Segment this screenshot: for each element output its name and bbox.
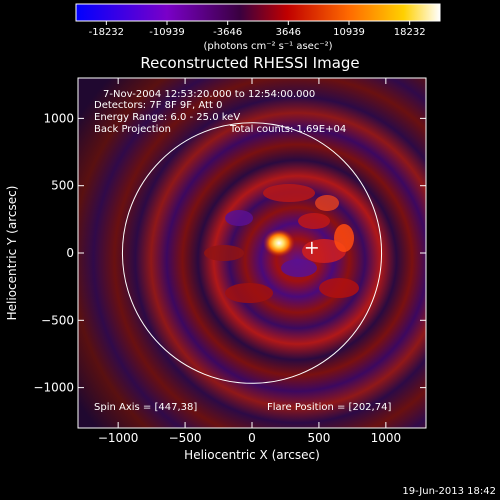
info-detectors: Detectors: 7F 8F 9F, Att 0	[94, 100, 222, 111]
colorbar-tick-label: 18232	[394, 27, 426, 38]
info-energy-range: Energy Range: 6.0 - 25.0 keV	[94, 112, 240, 123]
info-total-counts: Total counts: 1.69E+04	[229, 124, 346, 135]
image-blob	[315, 195, 340, 212]
image-blob	[302, 239, 347, 264]
image-blob	[319, 278, 360, 299]
x-tick-label: 1000	[371, 431, 402, 445]
y-tick-label: 0	[66, 246, 74, 260]
x-tick-label: −1000	[98, 431, 139, 445]
colorbar-tick-label: -18232	[89, 27, 124, 38]
y-tick-label: −1000	[33, 381, 74, 395]
colorbar-tick-label: 3646	[276, 27, 301, 38]
image-blob	[281, 259, 318, 278]
image-blob	[225, 283, 274, 304]
colorbar-tick-label: -10939	[149, 27, 184, 38]
info-time-range: 7-Nov-2004 12:53:20.000 to 12:54:00.000	[103, 89, 315, 100]
image-blob	[263, 184, 316, 203]
x-tick-label: −500	[169, 431, 202, 445]
flare-source	[263, 229, 296, 258]
y-axis-label: Heliocentric Y (arcsec)	[5, 186, 19, 321]
x-axis-label: Heliocentric X (arcsec)	[184, 448, 320, 462]
colorbar	[75, 3, 441, 22]
info-spin-axis: Spin Axis = [447,38]	[94, 402, 197, 413]
image-blob	[204, 245, 245, 262]
x-tick-label: 500	[307, 431, 330, 445]
colorbar-units: (photons cm⁻² s⁻¹ asec⁻²)	[203, 41, 332, 52]
footer-timestamp: 19-Jun-2013 18:42	[402, 486, 496, 497]
chart-title: Reconstructed RHESSI Image	[140, 54, 359, 72]
colorbar-ticks: -18232 -10939 -3646 3646 10939 18232	[89, 21, 426, 38]
info-method: Back Projection	[94, 124, 171, 135]
image-blob	[334, 224, 355, 253]
y-tick-label: −500	[41, 313, 74, 327]
colorbar-tick-label: -3646	[213, 27, 242, 38]
y-tick-label: 500	[51, 179, 74, 193]
image-blob	[298, 213, 331, 230]
info-flare-position: Flare Position = [202,74]	[267, 402, 391, 413]
image-blob	[225, 210, 254, 227]
solar-limb	[121, 122, 383, 384]
colorbar-tick-label: 10939	[333, 27, 365, 38]
y-tick-label: 1000	[43, 111, 74, 125]
x-tick-label: 0	[248, 431, 256, 445]
reconstructed-image	[78, 78, 426, 428]
